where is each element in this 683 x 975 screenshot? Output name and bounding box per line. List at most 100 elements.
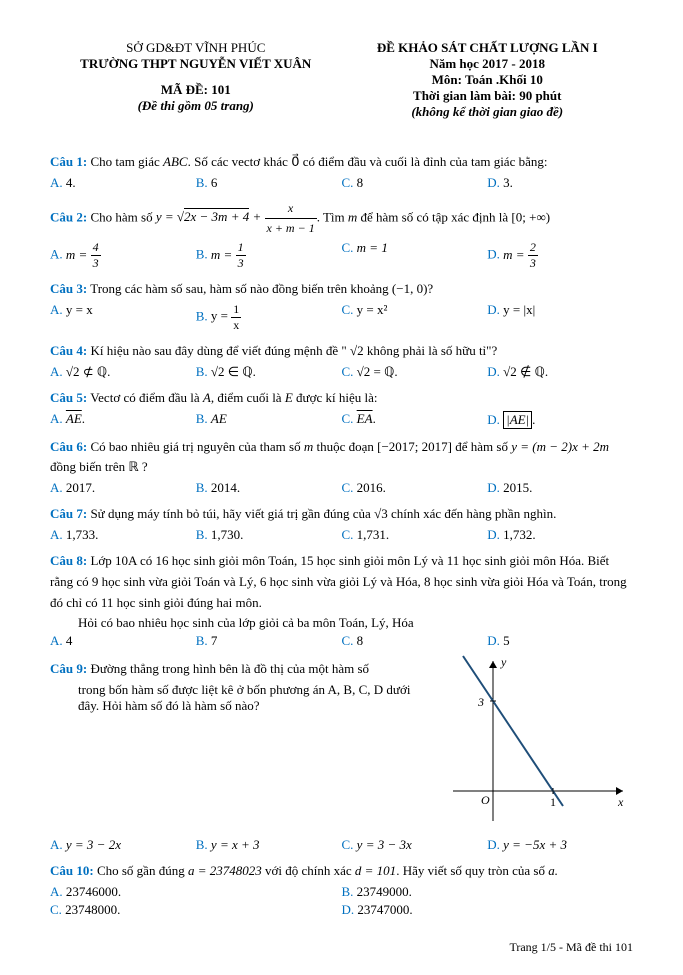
q6-A-label: A.	[50, 480, 66, 495]
question-8: Câu 8: Lớp 10A có 16 học sinh giỏi môn T…	[50, 551, 633, 613]
q9-graph: 3 1 O x y	[433, 651, 633, 835]
exam-code: MÃ ĐỀ: 101	[50, 82, 342, 98]
q4-A: √2 ⊄ ℚ.	[66, 364, 111, 379]
q2-text-b: . Tìm	[317, 209, 348, 224]
question-1: Câu 1: Cho tam giác ABC. Số các vectơ kh…	[50, 152, 633, 173]
q6-C: 2016.	[357, 480, 386, 495]
pages: (Đề thi gồm 05 trang)	[50, 98, 342, 114]
q7-D: 1,732.	[503, 527, 536, 542]
q4-C: √2 = ℚ.	[357, 364, 398, 379]
q4-options: A. √2 ⊄ ℚ. B. √2 ∈ ℚ. C. √2 = ℚ. D. √2 ∉…	[50, 364, 633, 380]
q10-D: 23747000.	[357, 902, 412, 917]
q9-text-a: Đường thẳng trong hình bên là đồ thị của…	[87, 661, 369, 676]
q7-C-label: C.	[342, 527, 357, 542]
q2-B-label: B.	[196, 247, 211, 262]
q9-text-b: trong bốn hàm số được liệt kê ở bốn phươ…	[78, 682, 423, 714]
q2-m: m	[348, 209, 357, 224]
q5-A: AE	[66, 411, 82, 426]
q7-text-b: chính xác đến hàng phần nghìn.	[388, 506, 557, 521]
question-6: Câu 6: Có bao nhiêu giá trị nguyên của t…	[50, 437, 633, 479]
q5-label: Câu 5:	[50, 390, 87, 405]
q5-C: EA	[357, 411, 373, 426]
header: SỞ GD&ĐT VĨNH PHÚC TRƯỜNG THPT NGUYỄN VI…	[50, 40, 633, 120]
q10-label: Câu 10:	[50, 863, 94, 878]
question-9: Câu 9: Đường thẳng trong hình bên là đồ …	[50, 659, 423, 680]
q5-text-a: Vectơ có điểm đầu là	[87, 390, 203, 405]
q1-B: 6	[211, 175, 218, 190]
graph-xlabel: x	[617, 795, 624, 809]
q7-B: 1,730.	[211, 527, 244, 542]
q9-B-label: B.	[196, 837, 211, 852]
year: Năm học 2017 - 2018	[342, 56, 634, 72]
q9-C: y = 3 − 3x	[357, 837, 412, 852]
q6-m: m	[304, 439, 313, 454]
q7-D-label: D.	[487, 527, 503, 542]
q5-text-c: được kí hiệu là:	[293, 390, 378, 405]
question-5: Câu 5: Vectơ có điểm đầu là A, điểm cuối…	[50, 388, 633, 409]
q5-A-label: A.	[50, 411, 66, 426]
q8-A-label: A.	[50, 633, 66, 648]
question-10: Câu 10: Cho số gần đúng a = 23748023 với…	[50, 861, 633, 882]
q8-C: 8	[357, 633, 364, 648]
q5-A-pt: A	[203, 390, 211, 405]
q2-text-a: Cho hàm số	[87, 209, 156, 224]
q6-D-label: D.	[487, 480, 503, 495]
q3-B: y = 1x	[211, 308, 241, 323]
graph-y3: 3	[477, 695, 484, 709]
q9-C-label: C.	[342, 837, 357, 852]
q4-A-label: A.	[50, 364, 66, 379]
q4-text-a: Kí hiệu nào sau đây dùng để viết đúng mệ…	[87, 343, 350, 358]
q5-D: |AE|	[506, 412, 529, 427]
q8-text-b: Hỏi có bao nhiêu học sinh của lớp giỏi c…	[78, 615, 633, 631]
q6-B-label: B.	[196, 480, 211, 495]
q7-text-a: Sử dụng máy tính bỏ túi, hãy viết giá tr…	[87, 506, 374, 521]
q2-B: m = 13	[211, 247, 246, 262]
school: TRƯỜNG THPT NGUYỄN VIẾT XUÂN	[50, 56, 342, 72]
q9-D-label: D.	[487, 837, 503, 852]
q2-A: m = 43	[66, 247, 101, 262]
q10-d: d = 101	[355, 863, 396, 878]
q10-text-b: với độ chính xác	[262, 863, 355, 878]
q10-D-label: D.	[342, 902, 358, 917]
q9-label: Câu 9:	[50, 661, 87, 676]
q10-avar: a.	[548, 863, 558, 878]
q6-text-a: Có bao nhiêu giá trị nguyên của tham số	[87, 439, 304, 454]
q1-text-b: . Số các vectơ khác	[188, 154, 292, 169]
q4-text-b: không phải là số hữu tỉ"?	[364, 343, 498, 358]
q1-label: Câu 1:	[50, 154, 87, 169]
graph-ylabel: y	[500, 655, 507, 669]
q1-abc: ABC	[163, 154, 188, 169]
q7-sqrt3: √3	[374, 506, 388, 521]
q5-text-b: , điểm cuối là	[211, 390, 285, 405]
time-note: (không kể thời gian giao đề)	[342, 104, 634, 120]
q6-B: 2014.	[211, 480, 240, 495]
q2-domain: [0; +∞)	[511, 209, 550, 224]
q2-label: Câu 2:	[50, 209, 87, 224]
q1-A: 4.	[66, 175, 76, 190]
q4-D: √2 ∉ ℚ.	[503, 364, 548, 379]
q2-formula: y = √2x − 3m + 4 + xx + m − 1	[156, 209, 317, 224]
q10-text-c: . Hãy viết số quy tròn của số	[396, 863, 548, 878]
q6-text-b: thuộc đoạn	[313, 439, 377, 454]
q3-D: y = |x|	[503, 302, 535, 317]
q1-text-c: có điểm đầu và cuối là đỉnh của tam giác…	[299, 154, 547, 169]
q6-D: 2015.	[503, 480, 532, 495]
header-left: SỞ GD&ĐT VĨNH PHÚC TRƯỜNG THPT NGUYỄN VI…	[50, 40, 342, 120]
q4-B-label: B.	[196, 364, 211, 379]
q1-D-label: D.	[487, 175, 503, 190]
q6-text-c: để hàm số	[452, 439, 511, 454]
graph-origin: O	[481, 793, 490, 807]
q4-D-label: D.	[487, 364, 503, 379]
q2-text-c: để hàm số có tập xác định là	[357, 209, 511, 224]
time: Thời gian làm bài: 90 phút	[342, 88, 634, 104]
q7-B-label: B.	[196, 527, 211, 542]
graph-x1: 1	[550, 795, 556, 809]
q6-text-d: đồng biến trên ℝ ?	[50, 459, 148, 474]
q3-C: y = x²	[357, 302, 388, 317]
q10-a: a = 23748023	[188, 863, 262, 878]
question-7: Câu 7: Sử dụng máy tính bỏ túi, hãy viết…	[50, 504, 633, 525]
q5-options: A. AE. B. AE C. EA. D. |AE|.	[50, 411, 633, 429]
q1-A-label: A.	[50, 175, 66, 190]
q8-B-label: B.	[196, 633, 211, 648]
q8-A: 4	[66, 633, 73, 648]
